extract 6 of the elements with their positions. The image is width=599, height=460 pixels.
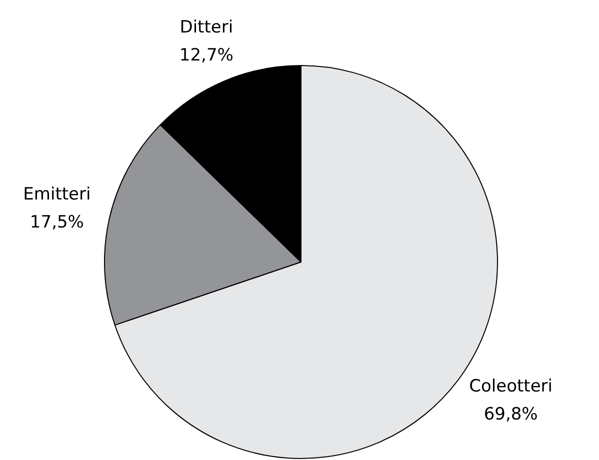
data-label: 12,7% xyxy=(179,46,234,66)
slice-label: Emitteri xyxy=(23,184,91,205)
data-label: 17,5% xyxy=(30,212,84,233)
slice-label: Coleotteri xyxy=(469,376,552,396)
slice-label: Ditteri xyxy=(180,18,234,38)
data-label: 69,8% xyxy=(484,404,538,424)
